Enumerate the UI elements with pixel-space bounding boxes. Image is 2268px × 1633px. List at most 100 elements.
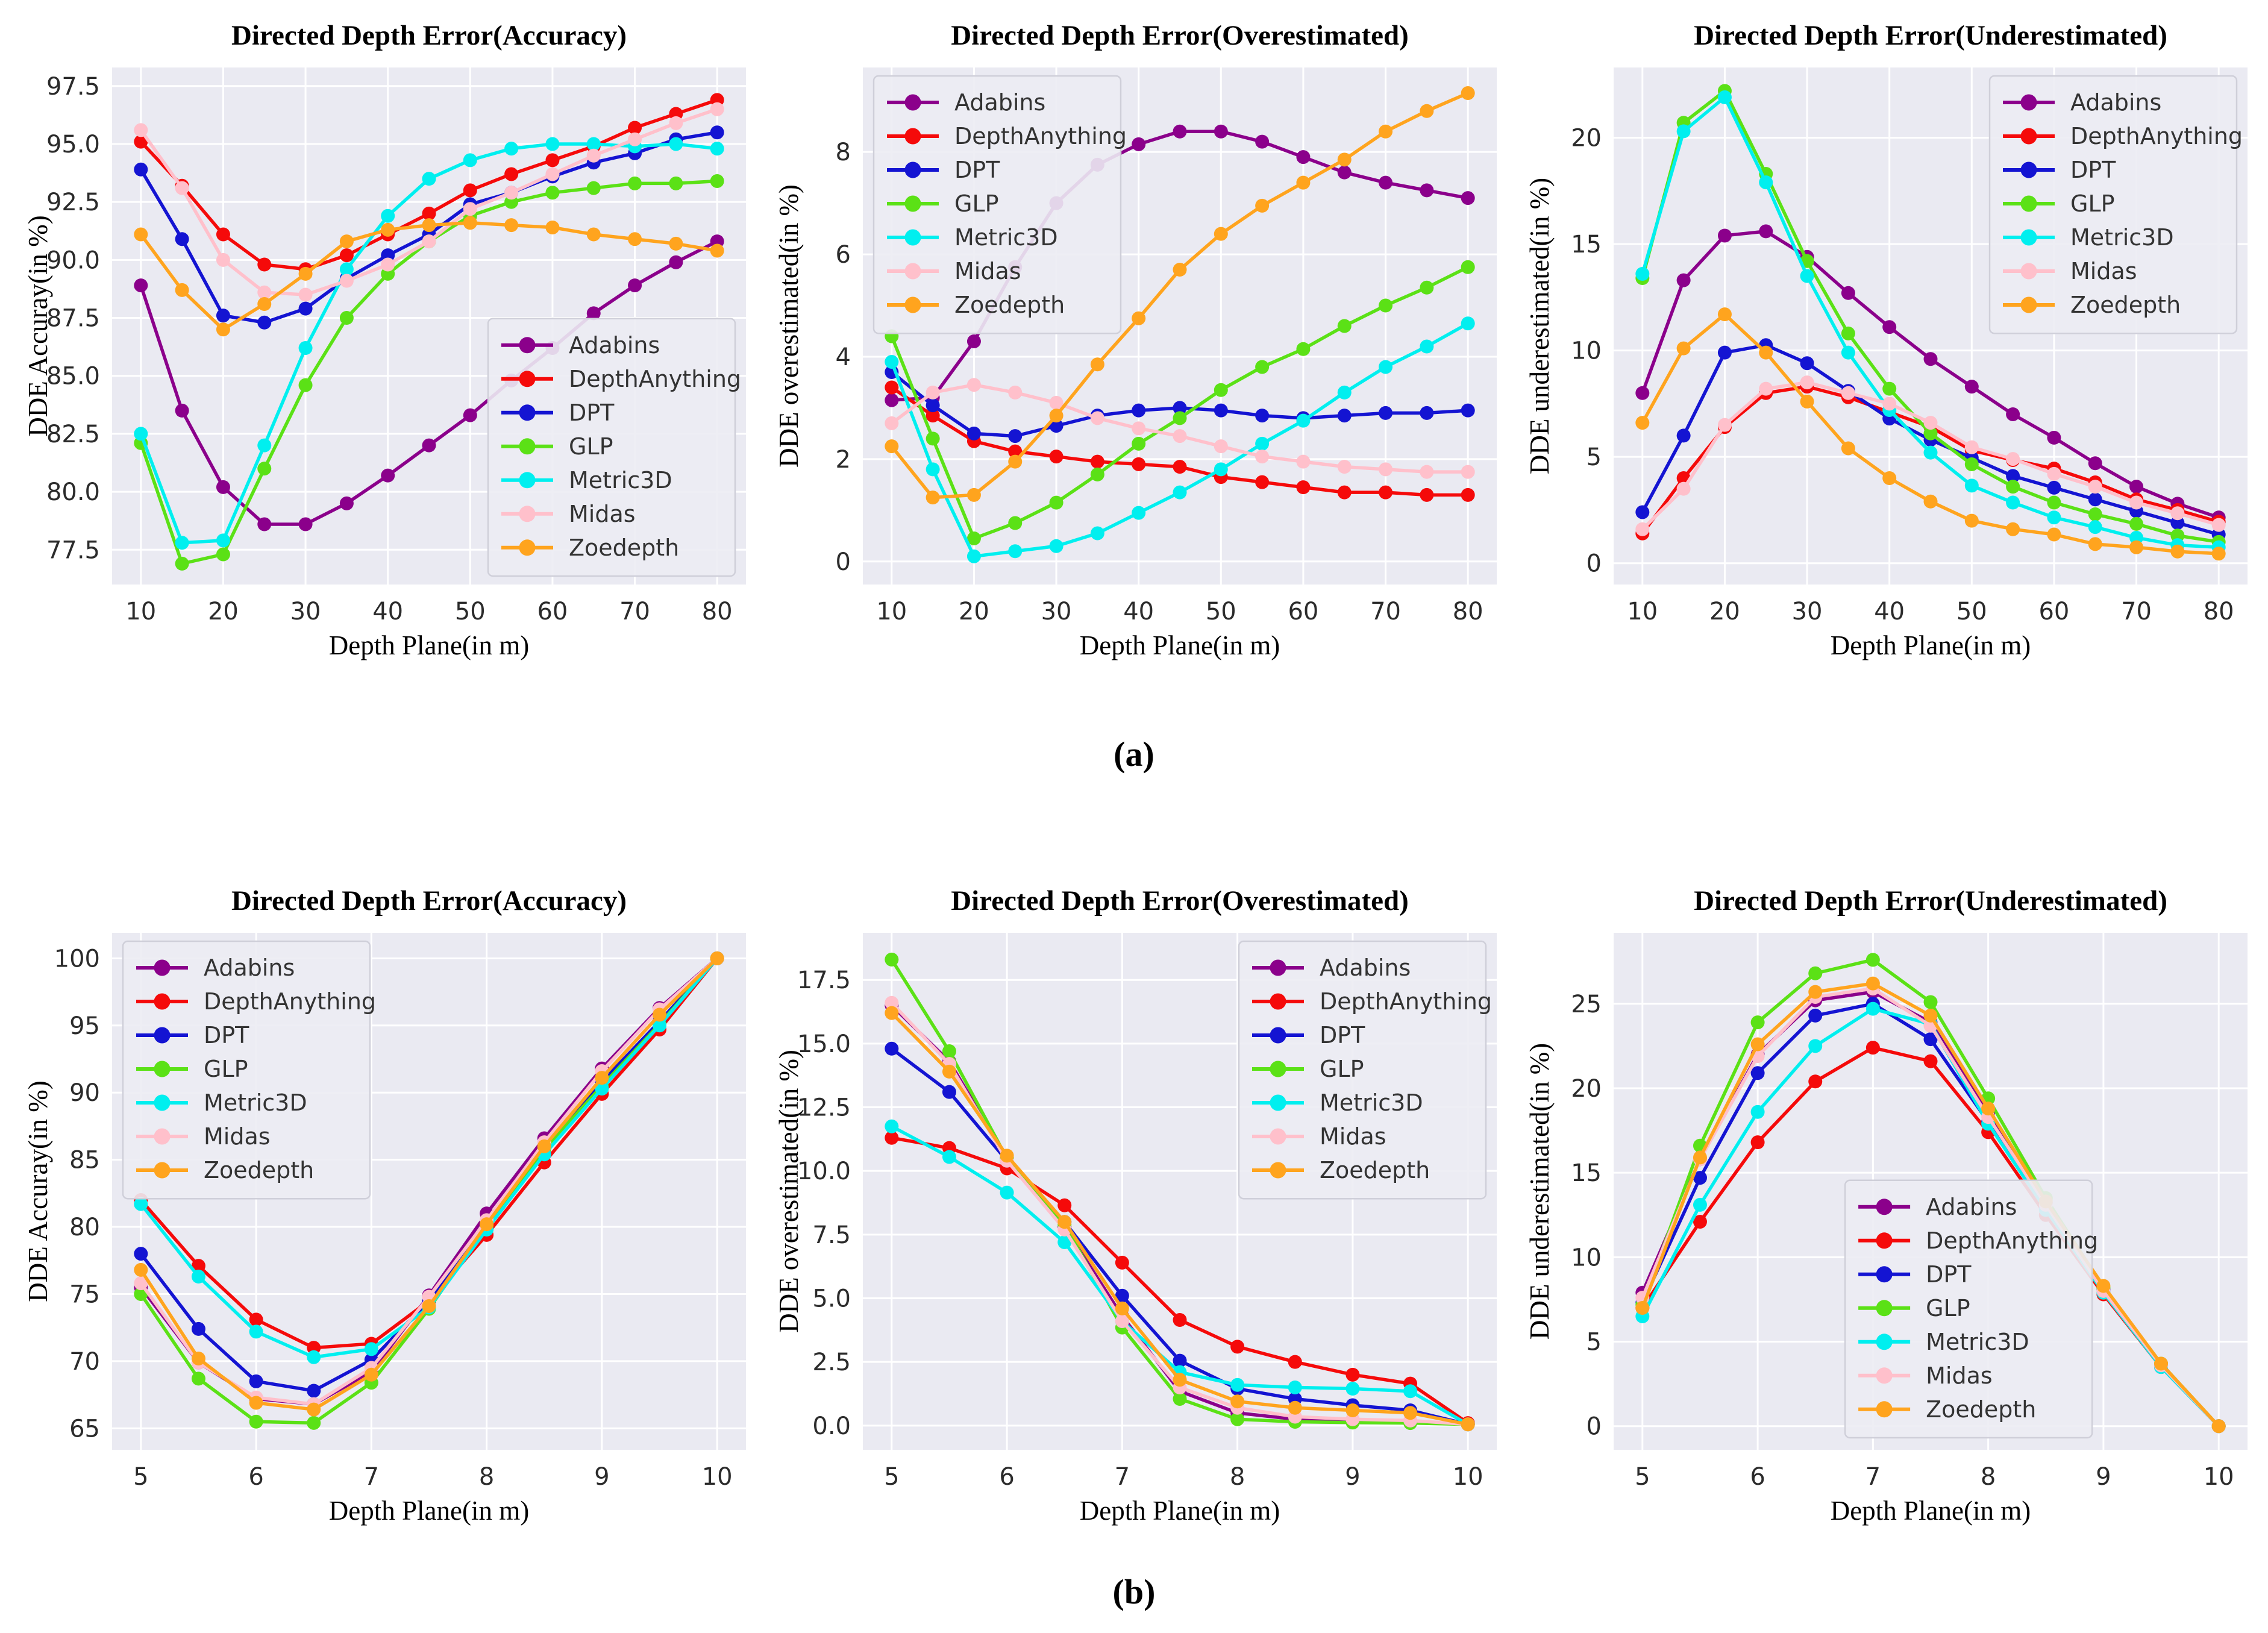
series-glp-marker	[545, 186, 560, 200]
y-tick: 5	[1587, 444, 1602, 471]
series-zoedepth-marker	[710, 951, 724, 965]
series-midas-marker	[422, 234, 436, 249]
legend-label: Adabins	[954, 89, 1045, 116]
series-midas-marker	[2170, 506, 2185, 521]
legend-item-metric3d: Metric3D	[136, 1089, 307, 1116]
series-adabins-marker	[1255, 134, 1270, 149]
series-zoedepth	[1635, 976, 2226, 1434]
y-tick: 77.5	[46, 536, 100, 564]
y-tick: 15.0	[797, 1030, 851, 1058]
series-zoedepth-marker	[2129, 540, 2144, 554]
series-zoedepth-marker	[1693, 1150, 1707, 1165]
legend-marker-dot	[154, 959, 171, 976]
legend-label: DPT	[569, 400, 615, 426]
series-zoedepth-marker	[926, 491, 940, 505]
series-zoedepth-marker	[1717, 307, 1732, 322]
series-depthanything-marker	[1255, 475, 1270, 489]
series-glp-marker	[298, 378, 313, 392]
legend-label: GLP	[1926, 1295, 1970, 1321]
series-dpt-marker	[1008, 429, 1023, 444]
series-zoedepth-marker	[1337, 152, 1352, 167]
y-tick: 90	[69, 1079, 100, 1107]
series-metric3d-marker	[1345, 1382, 1360, 1396]
series-adabins-marker	[2129, 480, 2144, 494]
series-glp-marker	[2129, 516, 2144, 531]
legend-label: Zoedepth	[1320, 1157, 1430, 1183]
y-tick: 90.0	[46, 246, 100, 274]
legend-item-metric3d: Metric3D	[501, 467, 672, 494]
series-midas-marker	[1173, 429, 1187, 444]
series-glp-marker	[2088, 507, 2102, 521]
series-zoedepth-marker	[1379, 124, 1393, 139]
series-glp-marker	[1132, 436, 1146, 451]
series-dpt-marker	[257, 315, 272, 330]
series-depthanything-marker	[1865, 1041, 1880, 1055]
legend-marker-dot	[154, 1094, 171, 1111]
legend-item-midas: Midas	[501, 501, 636, 527]
y-tick: 8	[836, 139, 851, 166]
series-zoedepth-marker	[2047, 527, 2061, 542]
series-depthanything-marker	[1049, 450, 1064, 464]
series-depthanything-marker	[545, 153, 560, 168]
series-depthanything-marker	[1808, 1074, 1823, 1089]
series-metric3d-marker	[1255, 436, 1270, 451]
x-tick: 5	[884, 1463, 899, 1491]
series-adabins-marker	[1635, 386, 1650, 400]
legend-marker-dot	[1876, 1266, 1893, 1283]
legend-label: GLP	[1320, 1056, 1364, 1082]
series-midas	[885, 378, 1475, 479]
series-zoedepth-marker	[307, 1402, 321, 1417]
series-adabins-marker	[381, 468, 395, 483]
series-metric3d-marker	[1923, 445, 1938, 460]
series-zoedepth-marker	[628, 232, 642, 246]
series-midas-marker	[381, 257, 395, 272]
series-depthanything	[885, 380, 1475, 502]
series-zoedepth-marker	[1461, 86, 1475, 100]
legend-item-glp: GLP	[1252, 1056, 1364, 1082]
x-tick: 60	[1288, 598, 1318, 625]
series-zoedepth-marker	[216, 322, 230, 337]
legend-label: Zoedepth	[1926, 1396, 2036, 1423]
series-dpt-marker	[942, 1085, 956, 1099]
legend-marker-dot	[154, 1061, 171, 1077]
legend-item-midas: Midas	[887, 258, 1021, 284]
legend-label: Zoedepth	[2070, 292, 2181, 318]
legend-marker-dot	[519, 539, 536, 556]
y-tick: 97.5	[46, 73, 100, 101]
series-depthanything-marker	[1693, 1214, 1707, 1229]
legend-marker-dot	[2020, 94, 2037, 111]
series-dpt-marker	[1635, 505, 1650, 519]
x-tick: 8	[479, 1463, 494, 1491]
x-tick: 10	[876, 598, 907, 625]
series-zoedepth-marker	[1090, 357, 1104, 372]
series-adabins-marker	[885, 393, 899, 407]
series-zoedepth-marker	[2006, 522, 2020, 536]
legend-marker-dot	[904, 161, 921, 178]
series-metric3d-marker	[1296, 413, 1311, 428]
series-glp-marker	[1865, 953, 1880, 967]
legend-marker-dot	[2020, 296, 2037, 313]
legend-marker-dot	[519, 404, 536, 421]
series-zoedepth-marker	[504, 218, 519, 233]
b3-svg: 5 6 7 8 9 10 0 5 10 15 20 25 Directed Depth Error(Un…	[1524, 885, 2248, 1526]
series-metric3d-marker	[1750, 1105, 1765, 1119]
series-glp-marker	[1923, 426, 1938, 440]
series-adabins-marker	[216, 480, 230, 494]
legend-marker-dot	[1270, 1061, 1286, 1077]
x-tick: 60	[2038, 598, 2069, 625]
legend-item-midas: Midas	[136, 1123, 271, 1150]
chart-title: Directed Depth Error(Underestimated)	[1694, 885, 2167, 917]
legend-marker-dot	[904, 296, 921, 313]
x-tick: 10	[1453, 1463, 1483, 1491]
series-adabins-marker	[586, 306, 601, 321]
series-zoedepth-marker	[1635, 1300, 1650, 1315]
y-tick: 7.5	[812, 1221, 851, 1249]
series-dpt-marker	[1676, 428, 1691, 443]
series-zoedepth-marker	[1841, 441, 1855, 456]
series-zoedepth-marker	[1759, 345, 1773, 360]
series-metric3d-marker	[669, 137, 683, 151]
series-midas-marker	[504, 186, 519, 200]
y-tick: 100	[54, 945, 100, 973]
series-glp-marker	[1923, 995, 1938, 1009]
series-midas-marker	[216, 252, 230, 267]
